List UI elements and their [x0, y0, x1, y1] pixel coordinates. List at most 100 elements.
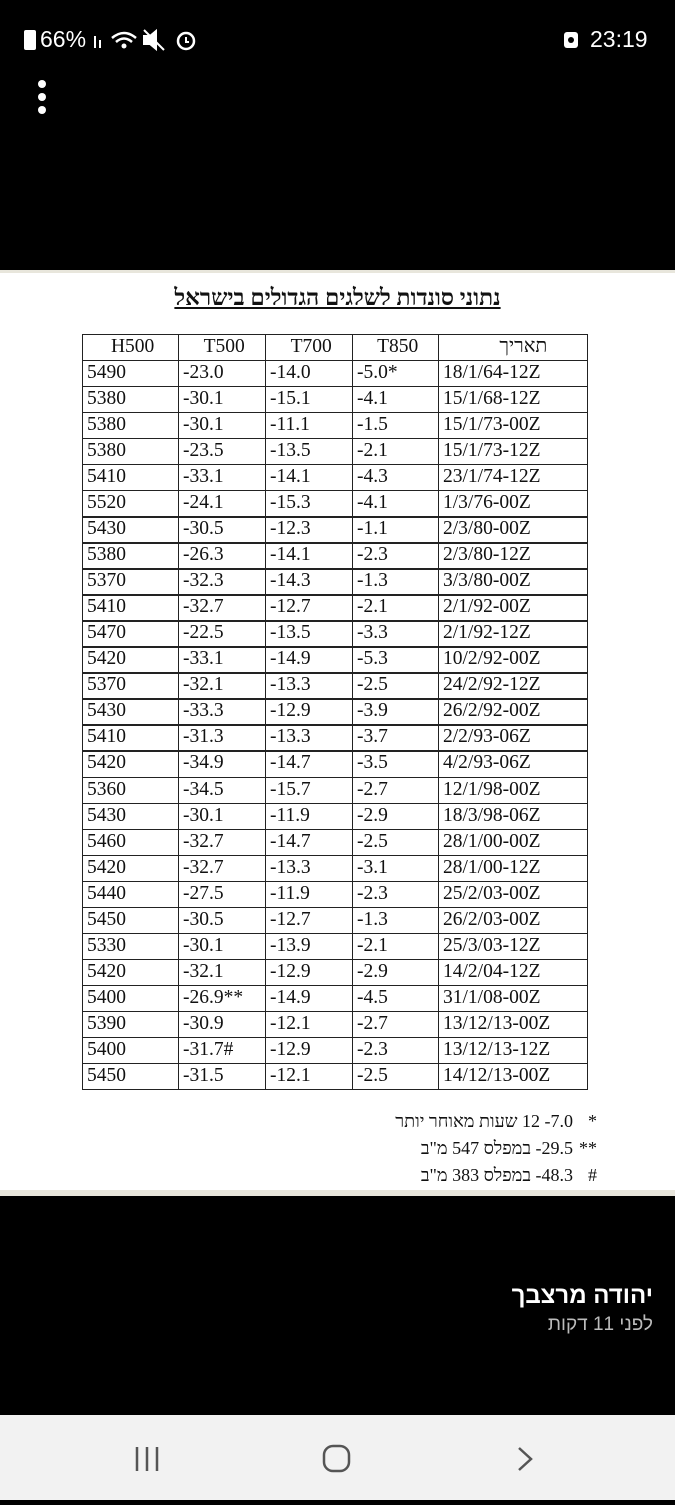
table-cell: -2.9: [352, 802, 440, 830]
table-cell: -3.1: [352, 854, 440, 882]
table-cell: 5430: [82, 698, 180, 726]
table-cell: 5370: [82, 672, 180, 700]
table-cell: 15/1/73-12Z: [438, 438, 589, 466]
table-cell: -14.9: [265, 984, 354, 1013]
status-icons: [94, 28, 196, 52]
table-cell: 10/2/92-00Z: [438, 646, 589, 674]
image-title: נתוני סונדות לשלגים הגדולים בישראל: [174, 285, 501, 310]
table-cell: -30.5: [178, 906, 267, 934]
table-cell: -31.7#: [178, 1036, 267, 1065]
table-cell: -2.3: [352, 542, 440, 570]
table-cell: -12.9: [265, 1036, 354, 1065]
table-cell: -3.5: [352, 750, 440, 778]
table-cell: -12.9: [265, 698, 354, 726]
table-cell: 2/1/92-00Z: [438, 594, 589, 622]
table-cell: 5520: [82, 490, 180, 518]
battery-level: 66%: [40, 26, 87, 52]
header-cell: T850: [352, 334, 440, 362]
table-cell: 4/2/93-06Z: [438, 750, 589, 778]
table-cell: -32.7: [178, 594, 267, 622]
table-cell: -15.3: [265, 490, 354, 518]
clock: 23:19: [590, 26, 648, 52]
table-cell: -23.5: [178, 438, 267, 466]
table-cell: 5380: [82, 438, 180, 466]
table-cell: -30.1: [178, 412, 267, 440]
table-cell: -11.9: [265, 880, 354, 908]
table-cell: -12.1: [265, 1062, 354, 1091]
table-cell: 5450: [82, 906, 180, 934]
table-cell: -26.9**: [178, 984, 267, 1013]
table-cell: -2.1: [352, 594, 440, 622]
table-cell: -30.1: [178, 386, 267, 414]
table-cell: -2.5: [352, 1062, 440, 1091]
battery-icon: [24, 30, 36, 50]
table-cell: -2.1: [352, 438, 440, 466]
table-cell: -26.3: [178, 542, 267, 570]
table-cell: 14/2/04-12Z: [438, 958, 589, 987]
table-cell: 13/12/13-00Z: [438, 1010, 589, 1039]
table-cell: -13.3: [265, 854, 354, 882]
menu-button[interactable]: [34, 78, 50, 118]
table-cell: 5430: [82, 516, 180, 544]
footnote-marker: **: [579, 1138, 597, 1158]
table-cell: -12.3: [265, 516, 354, 544]
table-cell: -33.1: [178, 464, 267, 492]
table-cell: -31.5: [178, 1062, 267, 1091]
table-cell: -12.7: [265, 594, 354, 622]
table-cell: 25/3/03-12Z: [438, 932, 589, 961]
back-button[interactable]: [518, 1447, 533, 1471]
table-cell: -1.3: [352, 568, 440, 596]
table-cell: -2.7: [352, 1010, 440, 1039]
footnote-text: 48.3- במפלס 383 מ"ב: [420, 1165, 573, 1185]
table-cell: 14/12/13-00Z: [438, 1062, 589, 1091]
alarm-icon: [564, 32, 578, 48]
table-cell: 15/1/73-00Z: [438, 412, 589, 440]
table-cell: -23.0: [178, 360, 267, 388]
table-cell: -2.5: [352, 672, 440, 700]
recents-button[interactable]: [135, 1447, 159, 1471]
table-cell: 1/3/76-00Z: [438, 490, 589, 518]
table-image[interactable]: נתוני סונדות לשלגים הגדולים בישראל H500 T…: [0, 270, 675, 1196]
table-cell: -12.1: [265, 1010, 354, 1039]
author-name[interactable]: יהודה מרצבך: [511, 1282, 653, 1309]
table-cell: -2.7: [352, 776, 440, 804]
table-cell: 18/3/98-06Z: [438, 802, 589, 830]
table-cell: 5420: [82, 646, 180, 674]
table-cell: 23/1/74-12Z: [438, 464, 589, 492]
table-cell: -3.7: [352, 724, 440, 752]
table-cell: 28/1/00-12Z: [438, 854, 589, 882]
table-cell: -11.1: [265, 412, 354, 440]
table-cell: -3.9: [352, 698, 440, 726]
table-cell: 5430: [82, 802, 180, 830]
table-cell: 5410: [82, 724, 180, 752]
table-cell: -14.9: [265, 646, 354, 674]
table-cell: 5490: [82, 360, 180, 388]
table-cell: -15.1: [265, 386, 354, 414]
table-cell: -1.3: [352, 906, 440, 934]
table-cell: -30.9: [178, 1010, 267, 1039]
table-cell: 5370: [82, 568, 180, 596]
table-cell: 2/2/93-06Z: [438, 724, 589, 752]
table-cell: 24/2/92-12Z: [438, 672, 589, 700]
table-cell: -13.5: [265, 620, 354, 648]
table-cell: -32.7: [178, 854, 267, 882]
table-cell: 5420: [82, 854, 180, 882]
table-cell: 5460: [82, 828, 180, 856]
home-button[interactable]: [322, 1444, 351, 1473]
table-cell: -12.9: [265, 958, 354, 987]
table-cell: 2/3/80-00Z: [438, 516, 589, 544]
table-cell: -11.9: [265, 802, 354, 830]
table-cell: 5380: [82, 542, 180, 570]
header-cell: H500: [82, 334, 180, 362]
table-cell: -5.0*: [352, 360, 440, 388]
table-cell: -31.3: [178, 724, 267, 752]
table-cell: -1.5: [352, 412, 440, 440]
table-cell: -4.3: [352, 464, 440, 492]
header-cell: תאריך: [438, 334, 589, 362]
table-cell: 12/1/98-00Z: [438, 776, 589, 804]
nav-buttons: [135, 1444, 533, 1473]
table-cell: 5400: [82, 1036, 180, 1065]
footnote-marker: #: [588, 1165, 597, 1185]
table-cell: -13.3: [265, 724, 354, 752]
